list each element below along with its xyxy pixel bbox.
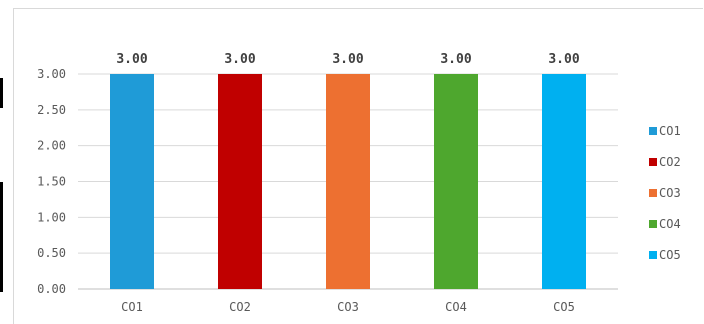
y-tick-label: 2.00 <box>37 139 66 153</box>
legend-swatch-co2 <box>649 158 657 166</box>
bars <box>110 74 586 289</box>
x-tick-label: CO4 <box>445 300 467 314</box>
legend-label-co3: CO3 <box>659 186 681 200</box>
y-axis-tick-labels: 0.00 0.50 1.00 1.50 2.00 2.50 3.00 <box>37 67 66 296</box>
data-label-co2: 3.00 <box>224 52 255 67</box>
y-tick-label: 3.00 <box>37 67 66 81</box>
data-labels: 3.00 3.00 3.00 3.00 3.00 <box>116 52 579 67</box>
legend-label-co2: CO2 <box>659 155 681 169</box>
bar-co2 <box>218 74 262 289</box>
legend-swatch-co5 <box>649 251 657 259</box>
bar-co5 <box>542 74 586 289</box>
legend-label-co4: CO4 <box>659 217 681 231</box>
x-tick-label: CO1 <box>121 300 143 314</box>
x-tick-label: CO2 <box>229 300 251 314</box>
data-label-co1: 3.00 <box>116 52 147 67</box>
legend-label-co1: CO1 <box>659 124 681 138</box>
y-tick-label: 0.50 <box>37 246 66 260</box>
y-tick-label: 0.00 <box>37 282 66 296</box>
x-axis-tick-labels: CO1 CO2 CO3 CO4 CO5 <box>121 300 575 314</box>
legend-swatch-co4 <box>649 220 657 228</box>
data-label-co4: 3.00 <box>440 52 471 67</box>
data-label-co5: 3.00 <box>548 52 579 67</box>
y-tick-label: 1.50 <box>37 175 66 189</box>
left-edge-mark <box>0 182 3 292</box>
legend-swatch-co3 <box>649 189 657 197</box>
legend: CO1 CO2 CO3 CO4 CO5 <box>649 124 681 262</box>
left-edge-mark <box>0 78 3 108</box>
legend-label-co5: CO5 <box>659 248 681 262</box>
legend-swatch-co1 <box>649 127 657 135</box>
y-tick-label: 1.00 <box>37 210 66 224</box>
bar-co3 <box>326 74 370 289</box>
x-tick-label: CO5 <box>553 300 575 314</box>
bar-co1 <box>110 74 154 289</box>
x-tick-label: CO3 <box>337 300 359 314</box>
bar-co4 <box>434 74 478 289</box>
y-tick-label: 2.50 <box>37 103 66 117</box>
data-label-co3: 3.00 <box>332 52 363 67</box>
